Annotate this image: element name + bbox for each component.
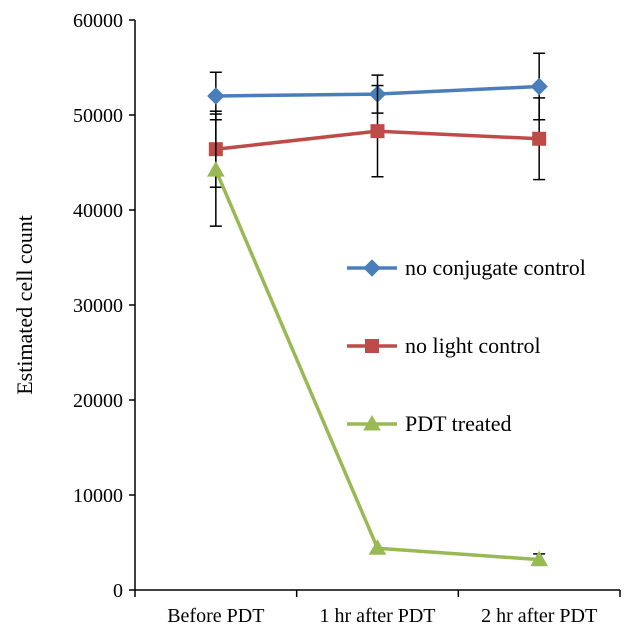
y-tick-label: 10000 [73, 485, 123, 507]
y-tick-label: 0 [113, 580, 123, 602]
axes: 0 10000 20000 30000 40000 50000 60000 Before PD… [73, 10, 621, 627]
legend-marker [365, 339, 379, 353]
legend-entry: no conjugate control [347, 255, 586, 280]
data-point [370, 124, 385, 139]
legend-marker [363, 414, 381, 431]
legend-label: no conjugate control [405, 255, 586, 280]
y-axis-title: Estimated cell count [12, 215, 37, 395]
legend-label: PDT treated [405, 411, 512, 436]
x-tick-label: 2 hr after PDT [481, 605, 597, 627]
data-point [206, 161, 225, 177]
x-tick-label: 1 hr after PDT [319, 605, 435, 627]
data-point [207, 87, 225, 105]
series-2 [206, 113, 549, 567]
data-point [530, 77, 548, 96]
y-tick-label: 30000 [73, 295, 123, 317]
data-point [530, 550, 549, 567]
y-tick-label: 40000 [73, 200, 123, 222]
legend-entry: no light control [347, 333, 541, 358]
y-tick-label: 20000 [73, 390, 123, 412]
x-tick-label: Before PDT [167, 605, 264, 627]
y-tick-label: 60000 [73, 10, 123, 32]
data-point [368, 539, 387, 555]
legend-label: no light control [405, 333, 541, 358]
series-layer [206, 52, 549, 567]
legend: no conjugate control no light control PDT … [347, 255, 586, 436]
y-tick-label: 50000 [73, 105, 123, 127]
legend-marker [363, 259, 381, 277]
legend-entry: PDT treated [347, 411, 512, 436]
series-line [214, 169, 540, 562]
data-point [532, 131, 547, 146]
series-1 [208, 84, 547, 188]
